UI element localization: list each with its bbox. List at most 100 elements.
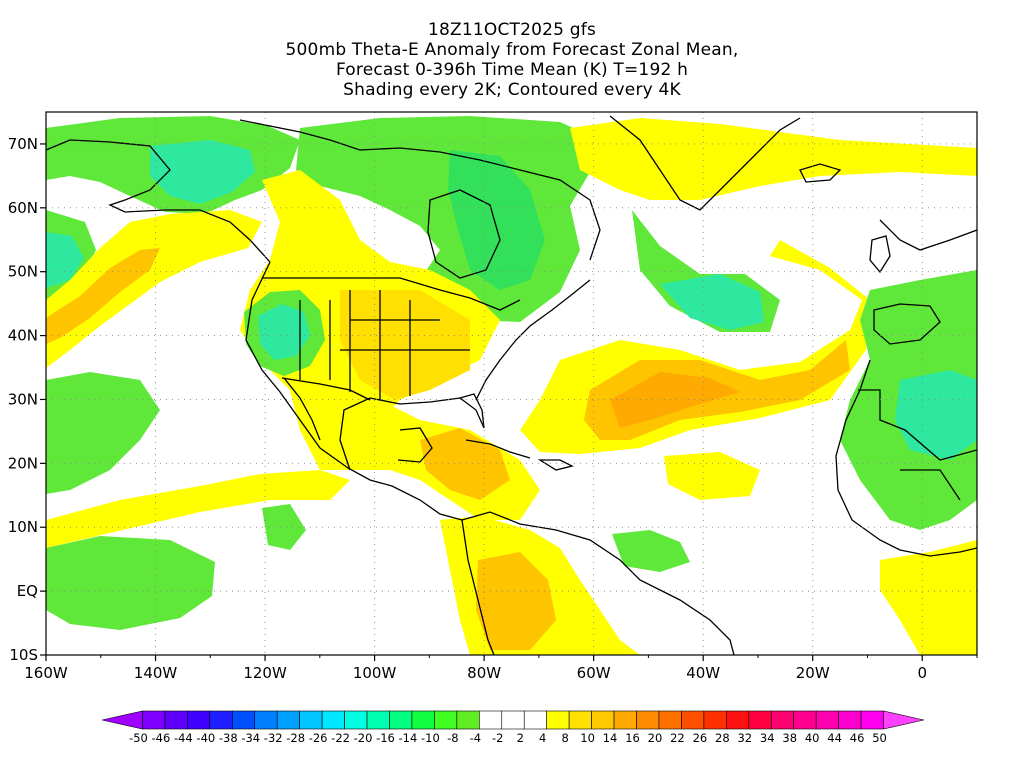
colorbar-swatch [231, 710, 256, 730]
lat-tick-label: 20N [8, 454, 38, 472]
shade-trop-atlantic-yellow [664, 452, 760, 500]
shade-ne-pacific-amber [46, 248, 160, 344]
shade-ne-pacific-yellow [46, 210, 262, 368]
lat-tick-label: 50N [8, 263, 38, 281]
colorbar-label: -34 [241, 731, 260, 745]
colorbar-label: 50 [872, 731, 887, 745]
shade-africa-south-yellow [880, 540, 977, 655]
colorbar-label: -26 [309, 731, 328, 745]
map-axes: 160W 140W 120W 100W 80W 60W 40W 20W 0 70N 60N 50N 40… [8, 135, 978, 682]
shade-trop-atlantic-green [612, 530, 690, 572]
border-us-canada [262, 277, 521, 311]
coastlines [46, 115, 977, 655]
shade-canada-dark [448, 150, 545, 290]
colorbar-label: -40 [196, 731, 215, 745]
colorbar-label: -46 [152, 731, 171, 745]
colorbar-swatch [187, 710, 211, 730]
shade-great-basin-teal [258, 304, 310, 360]
shade-na-gold [340, 290, 470, 400]
colorbar-swatch [838, 710, 862, 730]
coast-yucatan [397, 427, 433, 463]
coast-greenland [609, 115, 801, 211]
lat-tick-label: 60N [8, 199, 38, 217]
colorbar-label: -38 [219, 731, 238, 745]
shade-pacific-green-equator [46, 536, 215, 630]
colorbar-swatch [703, 710, 727, 730]
colorbar-swatch [434, 710, 458, 730]
title-line-date: 18Z11OCT2025 gfs [427, 20, 597, 40]
border-us-mexico [281, 377, 371, 401]
colorbar-label: 34 [760, 731, 775, 745]
colorbar-label: -8 [447, 731, 458, 745]
colorbar-label: 32 [737, 731, 752, 745]
colorbar-label: -32 [264, 731, 283, 745]
colorbar-swatch [681, 710, 705, 730]
coast-florida [459, 393, 485, 429]
shade-pacific-teal [46, 232, 84, 288]
colorbar-label: -44 [174, 731, 193, 745]
lon-tick-label: 120W [243, 664, 287, 682]
colorbar-label: 4 [539, 731, 546, 745]
coast-britain [869, 235, 891, 274]
colorbar-label: 8 [561, 731, 568, 745]
colorbar-arrow-low [101, 710, 143, 730]
colorbar-swatch [344, 710, 368, 730]
colorbar-label: 16 [625, 731, 640, 745]
colorbar-label: 22 [670, 731, 685, 745]
colorbar-swatch [815, 710, 839, 730]
colorbar-label: -2 [492, 731, 503, 745]
title-line-forecast: Forecast 0-396h Time Mean (K) T=192 h [335, 60, 689, 80]
coast-s-america-west [461, 519, 495, 655]
border-states-1 [299, 290, 470, 400]
coast-europe [879, 219, 977, 251]
coast-caribbean-cuba [465, 439, 531, 459]
shade-pacific-green-central [262, 504, 306, 550]
shade-s-america-amber [476, 552, 556, 650]
colorbar-swatch [389, 710, 413, 730]
coast-hispaniola [537, 459, 574, 471]
shade-tropical-pacific-yellow [46, 470, 350, 548]
shade-greenland-yellow [570, 118, 977, 200]
lon-tick-label: 160W [24, 664, 68, 682]
colorbar-swatch [142, 710, 166, 730]
colorbar-swatch [523, 710, 547, 730]
coast-us-east [475, 279, 591, 401]
colorbar-swatch [636, 710, 660, 730]
border-africa [858, 389, 977, 501]
lon-tick-label: 0 [917, 664, 927, 682]
colorbar-swatch [456, 710, 480, 730]
title-line-shading: Shading every 2K; Contoured every 4K [343, 80, 681, 100]
lon-tick-label: 60W [577, 664, 611, 682]
colorbar-swatch [658, 710, 682, 730]
colorbar-label: 26 [693, 731, 708, 745]
lat-tick-label: 10S [9, 646, 38, 664]
colorbar-swatch [591, 710, 615, 730]
anomaly-shading [46, 116, 977, 655]
shade-alaska-teal [150, 140, 255, 204]
colorbar-swatch [793, 710, 817, 730]
coast-baja [283, 377, 321, 441]
lon-tick-label: 100W [353, 664, 397, 682]
colorbar-label: 38 [782, 731, 797, 745]
colorbar-label: 40 [805, 731, 820, 745]
coast-na-west [245, 261, 463, 521]
colorbar-swatch [321, 710, 345, 730]
coast-alaska [46, 139, 271, 263]
colorbar-arrow-high [883, 710, 925, 730]
colorbar-swatch [613, 710, 637, 730]
colorbar-label: -22 [331, 731, 350, 745]
coast-iceland [799, 163, 842, 183]
shade-n-atlantic-teal [660, 274, 764, 330]
shade-caribbean-amber [420, 428, 510, 500]
colorbar-label: -50 [129, 731, 148, 745]
colorbar-label: 28 [715, 731, 730, 745]
colorbar-swatch [254, 710, 278, 730]
coast-s-america [461, 511, 735, 655]
lat-tick-label: 40N [8, 327, 38, 345]
coast-canada-arctic [239, 119, 601, 261]
colorbar-swatch [726, 710, 750, 730]
colorbar-label: 46 [850, 731, 865, 745]
lat-tick-label: 70N [8, 135, 38, 153]
colorbar-swatch [770, 710, 795, 730]
